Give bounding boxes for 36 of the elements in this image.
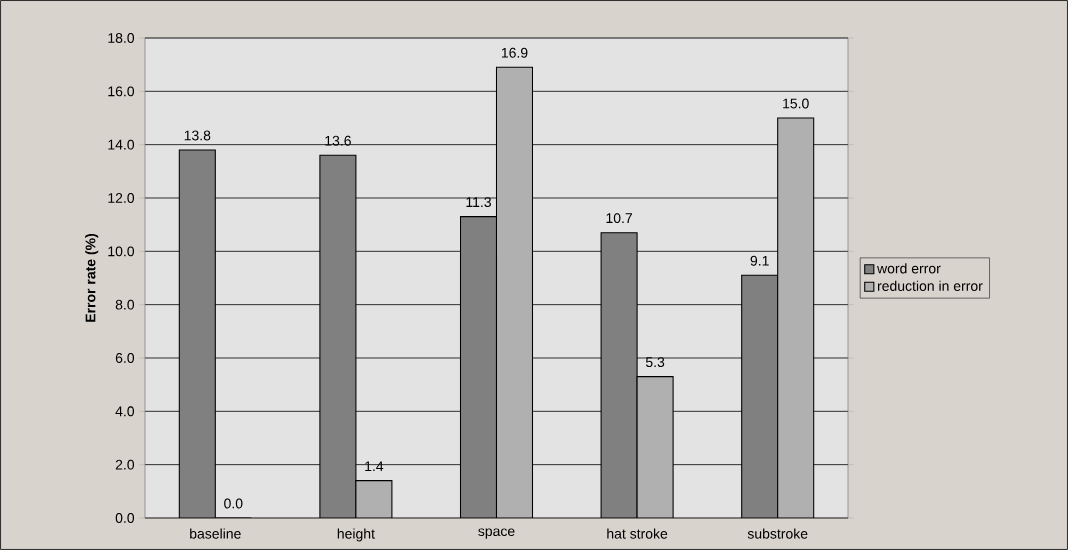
y-tick-label: 16.0 [108,86,135,97]
y-tick-label: 12.0 [108,193,135,203]
y-tick-label: 14.0 [108,139,135,150]
bar [178,149,216,518]
bar [319,154,357,518]
bar [600,232,638,518]
y-tick-label: 6.0 [115,353,135,363]
bar [355,480,393,518]
y-tick-label: 18.0 [108,33,135,43]
data-label: 13.8 [184,130,211,141]
x-tick-label: substroke [747,528,808,539]
data-label: 11.3 [466,197,491,208]
bar [495,66,534,518]
legend-label: word error [877,263,941,274]
data-label: 0.0 [224,498,243,509]
y-tick-label: 8.0 [115,299,135,310]
data-label: 5.3 [645,357,665,368]
bar [459,216,498,518]
x-tick-label: hat stroke [607,528,668,539]
data-label: 16.9 [501,47,528,58]
bar [741,274,779,518]
legend-label: reduction in error [877,280,983,291]
x-tick-label: baseline [190,528,241,539]
data-label: 15.0 [783,98,809,109]
data-label: 10.7 [606,213,632,224]
y-tick-label: 0.0 [115,513,135,523]
data-label: 9.1 [750,255,769,266]
y-axis-title: Error rate (%) [85,233,99,322]
x-tick-label: space [478,528,515,539]
y-tick-label: 2.0 [115,459,135,470]
bar [636,376,674,518]
x-tick-label: height [337,528,375,542]
y-tick-label: 10.0 [108,246,135,257]
y-tick-label: 4.0 [115,406,135,417]
data-label: 13.6 [325,135,351,146]
bar [777,117,815,518]
